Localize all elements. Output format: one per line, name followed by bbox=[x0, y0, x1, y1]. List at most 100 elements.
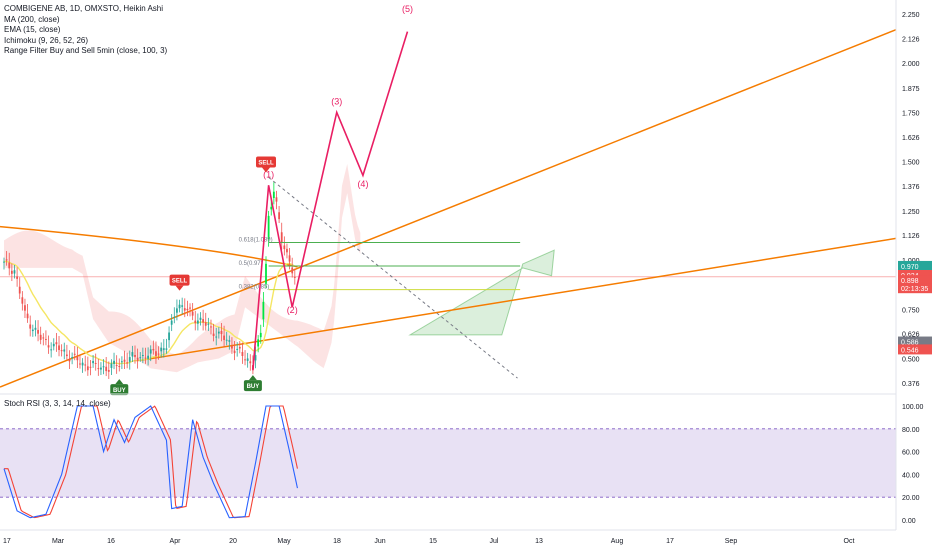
price-tag-label: 0.970 bbox=[901, 264, 919, 271]
signal-arrow bbox=[262, 167, 270, 173]
candle-body bbox=[107, 369, 110, 372]
wave-label: (1) bbox=[263, 169, 274, 179]
signal-box bbox=[256, 156, 276, 168]
candle-body bbox=[45, 338, 47, 340]
candle-body bbox=[149, 349, 152, 354]
candle-body bbox=[71, 357, 74, 359]
candle-body bbox=[68, 358, 71, 362]
candle-body bbox=[155, 351, 157, 357]
candle-body bbox=[134, 354, 136, 357]
signal-label: SELL bbox=[172, 279, 188, 285]
candle-body bbox=[52, 343, 55, 347]
legend-range-filter[interactable]: Range Filter Buy and Sell 5min (close, 1… bbox=[4, 46, 168, 56]
price-tag bbox=[898, 344, 932, 355]
time-tick-label: Mar bbox=[52, 538, 65, 545]
wave-label: (4) bbox=[357, 179, 368, 189]
candle-body bbox=[259, 332, 262, 338]
indicator-legend: COMBIGENE AB, 1D, OMXSTO, Heikin Ashi MA… bbox=[4, 4, 167, 57]
time-tick-label: 17 bbox=[3, 538, 11, 545]
candle-body bbox=[162, 348, 165, 350]
candle-body bbox=[241, 352, 244, 356]
price-tag bbox=[898, 260, 932, 271]
price-tick-label: 1.376 bbox=[902, 184, 920, 191]
time-tick-label: Jun bbox=[374, 538, 385, 545]
candle-body bbox=[60, 350, 63, 352]
stoch-rsi-k-line bbox=[3, 405, 298, 519]
candle-body bbox=[249, 361, 252, 364]
candle-body bbox=[97, 368, 100, 370]
price-tick-label: 0.376 bbox=[902, 381, 920, 388]
candle-body bbox=[63, 349, 66, 352]
candle-body bbox=[29, 324, 32, 329]
candle-body bbox=[283, 245, 286, 250]
candle-body bbox=[24, 305, 26, 311]
candle-body bbox=[113, 360, 115, 364]
time-tick-label: 15 bbox=[429, 538, 437, 545]
candle-body bbox=[280, 232, 283, 243]
candle-body bbox=[173, 316, 176, 318]
price-tick-label: 0.626 bbox=[902, 332, 920, 339]
price-tag-label: 0.898 bbox=[901, 278, 919, 285]
price-tag bbox=[898, 336, 932, 347]
time-tick-label: 18 bbox=[333, 538, 341, 545]
candle-body bbox=[181, 305, 184, 307]
wave-label: (3) bbox=[331, 97, 342, 107]
candle-body bbox=[76, 356, 79, 361]
candle-body bbox=[55, 342, 58, 345]
price-tick-label: 1.250 bbox=[902, 209, 920, 216]
candle-body bbox=[186, 308, 189, 311]
ma-200-line bbox=[0, 225, 298, 268]
legend-stoch-rsi[interactable]: Stoch RSI (3, 3, 14, 14, close) bbox=[4, 399, 111, 408]
candle-body bbox=[39, 334, 42, 340]
candle-body bbox=[126, 362, 129, 364]
price-tag-label: 02:13:35 bbox=[901, 286, 928, 293]
ema-15-line bbox=[3, 260, 296, 365]
candle-body bbox=[246, 358, 249, 361]
candle-body bbox=[34, 327, 37, 330]
candle-body bbox=[220, 330, 223, 335]
fib-level-label: 0.618(1.089) bbox=[239, 238, 273, 244]
candle-body bbox=[5, 259, 8, 261]
signal-label: SELL bbox=[258, 161, 274, 167]
candle-body bbox=[236, 348, 239, 350]
candle-body bbox=[228, 340, 231, 342]
legend-ichimoku[interactable]: Ichimoku (9, 26, 52, 26) bbox=[4, 35, 89, 45]
stoch-rsi-d-line bbox=[4, 405, 298, 519]
legend-ma[interactable]: MA (200, close) bbox=[4, 14, 60, 24]
time-tick-label: 13 bbox=[535, 538, 543, 545]
candle-body bbox=[118, 366, 121, 368]
candle-body bbox=[215, 336, 218, 338]
candle-body bbox=[168, 332, 170, 341]
buy-signal: BUY bbox=[110, 379, 129, 396]
time-tick-label: May bbox=[277, 538, 291, 545]
signal-arrow bbox=[248, 375, 257, 381]
candle-body bbox=[157, 353, 160, 355]
signal-label: BUY bbox=[113, 388, 126, 394]
fib-level-label: 0.5(0.97) bbox=[239, 261, 263, 267]
candle-body bbox=[123, 359, 126, 362]
candle-body bbox=[31, 329, 34, 332]
price-tag bbox=[898, 283, 932, 294]
upper-trendline bbox=[0, 28, 897, 388]
candle-body bbox=[293, 276, 296, 278]
symbol-title[interactable]: COMBIGENE AB, 1D, OMXSTO, Heikin Ashi bbox=[4, 4, 164, 13]
price-tick-label: 0.750 bbox=[902, 307, 920, 314]
rsi-tick-label: 0.00 bbox=[902, 518, 916, 525]
price-tick-label: 2.250 bbox=[902, 12, 920, 19]
candle-body bbox=[178, 304, 181, 309]
legend-ema[interactable]: EMA (15, close) bbox=[4, 25, 61, 35]
signal-arrow bbox=[115, 379, 124, 385]
rsi-tick-label: 100.00 bbox=[902, 404, 924, 411]
candle-body bbox=[102, 366, 105, 368]
time-tick-label: 16 bbox=[107, 538, 115, 545]
candle-body bbox=[115, 365, 118, 367]
candle-body bbox=[223, 335, 225, 340]
candle-body bbox=[244, 359, 246, 361]
candle-body bbox=[121, 361, 123, 363]
candle-body bbox=[210, 326, 212, 328]
candle-body bbox=[105, 366, 108, 372]
candle-body bbox=[152, 348, 155, 351]
candle-body bbox=[3, 261, 5, 263]
